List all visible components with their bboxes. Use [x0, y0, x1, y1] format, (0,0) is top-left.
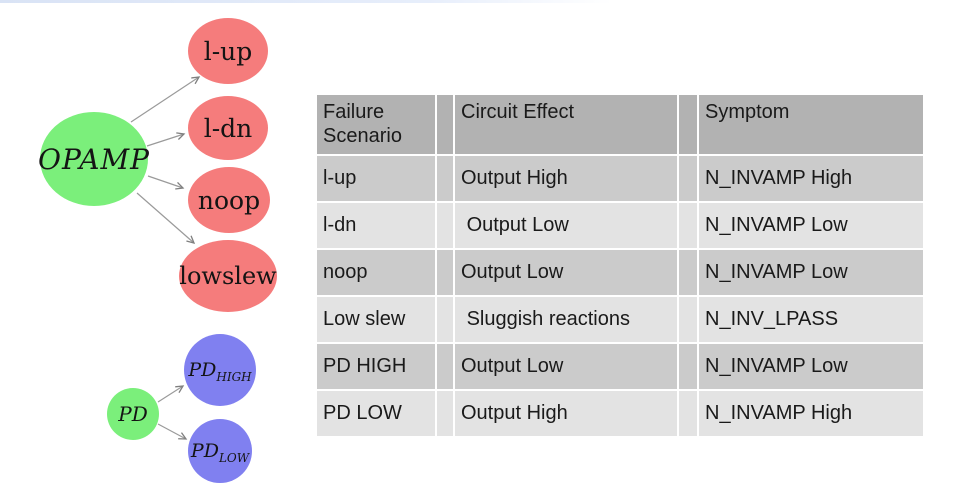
spacer-cell — [435, 154, 455, 203]
cell-effect: Output Low — [453, 342, 679, 391]
node-pd-low-base: PD — [190, 440, 219, 462]
cell-effect: Output Low — [453, 201, 679, 250]
cell-scenario: l-up — [315, 154, 437, 203]
node-noop-label: noop — [197, 185, 261, 215]
node-noop: noop — [188, 167, 270, 233]
cell-effect: Sluggish reactions — [453, 295, 679, 344]
node-l-up: l-up — [188, 18, 268, 84]
arrow-pd-to-pd-low — [157, 423, 186, 439]
table-row-pd-high: PD HIGH Output Low N_INVAMP Low — [315, 342, 925, 391]
table-row-l-up: l-up Output High N_INVAMP High — [315, 154, 925, 203]
node-pd-high-subscript: HIGH — [216, 369, 252, 384]
node-pd-low-label: PDLOW — [190, 440, 250, 465]
cell-symptom: N_INV_LPASS — [697, 295, 925, 344]
spacer-cell — [677, 201, 699, 250]
arrow-pd-to-pd-high — [157, 386, 183, 403]
node-pd-low: PDLOW — [188, 419, 252, 483]
node-l-dn: l-dn — [188, 96, 268, 160]
cell-symptom: N_INVAMP Low — [697, 342, 925, 391]
spacer-cell — [435, 201, 455, 250]
node-pd-high-base: PD — [188, 359, 217, 381]
spacer-cell — [677, 295, 699, 344]
spacer-cell — [677, 342, 699, 391]
header-spacer-1 — [435, 93, 455, 156]
node-lowslew-label: lowslew — [179, 262, 277, 290]
table-row-noop: noop Output Low N_INVAMP Low — [315, 248, 925, 297]
cell-scenario: l-dn — [315, 201, 437, 250]
cell-symptom: N_INVAMP High — [697, 389, 925, 438]
cell-effect: Output High — [453, 389, 679, 438]
cell-symptom: N_INVAMP Low — [697, 201, 925, 250]
spacer-cell — [677, 154, 699, 203]
table-row-pd-low: PD LOW Output High N_INVAMP High — [315, 389, 925, 438]
cell-symptom: N_INVAMP Low — [697, 248, 925, 297]
header-spacer-2 — [677, 93, 699, 156]
cell-effect: Output Low — [453, 248, 679, 297]
node-lowslew: lowslew — [179, 240, 277, 312]
cell-symptom: N_INVAMP High — [697, 154, 925, 203]
cell-effect: Output High — [453, 154, 679, 203]
header-symptom: Symptom — [697, 93, 925, 156]
node-opamp-label: OPAMP — [38, 142, 150, 176]
spacer-cell — [677, 248, 699, 297]
header-failure-scenario: Failure Scenario — [315, 93, 437, 156]
node-pd-high: PDHIGH — [184, 334, 256, 406]
cell-scenario: noop — [315, 248, 437, 297]
failure-table: Failure Scenario Circuit Effect Symptom … — [315, 93, 925, 438]
node-pd-low-subscript: LOW — [218, 450, 250, 465]
header-circuit-effect: Circuit Effect — [453, 93, 679, 156]
node-pd: PD — [107, 388, 159, 440]
arrow-opamp-to-l-up — [130, 77, 199, 123]
arrow-opamp-to-lowslew — [136, 192, 194, 243]
cell-scenario: Low slew — [315, 295, 437, 344]
spacer-cell — [435, 389, 455, 438]
arrow-opamp-to-noop — [147, 175, 183, 188]
header-row: Failure Scenario Circuit Effect Symptom — [315, 93, 925, 156]
table-row-low-slew: Low slew Sluggish reactions N_INV_LPASS — [315, 295, 925, 344]
node-opamp: OPAMP — [38, 112, 150, 206]
table-row-l-dn: l-dn Output Low N_INVAMP Low — [315, 201, 925, 250]
cell-scenario: PD LOW — [315, 389, 437, 438]
arrow-opamp-to-l-dn — [146, 134, 184, 147]
spacer-cell — [435, 295, 455, 344]
spacer-cell — [435, 342, 455, 391]
node-l-dn-label: l-dn — [203, 113, 253, 143]
node-pd-high-label: PDHIGH — [188, 359, 252, 384]
cell-scenario: PD HIGH — [315, 342, 437, 391]
spacer-cell — [677, 389, 699, 438]
spacer-cell — [435, 248, 455, 297]
node-pd-label: PD — [118, 402, 148, 426]
top-edge-strip — [0, 0, 612, 3]
node-l-up-label: l-up — [203, 36, 253, 66]
